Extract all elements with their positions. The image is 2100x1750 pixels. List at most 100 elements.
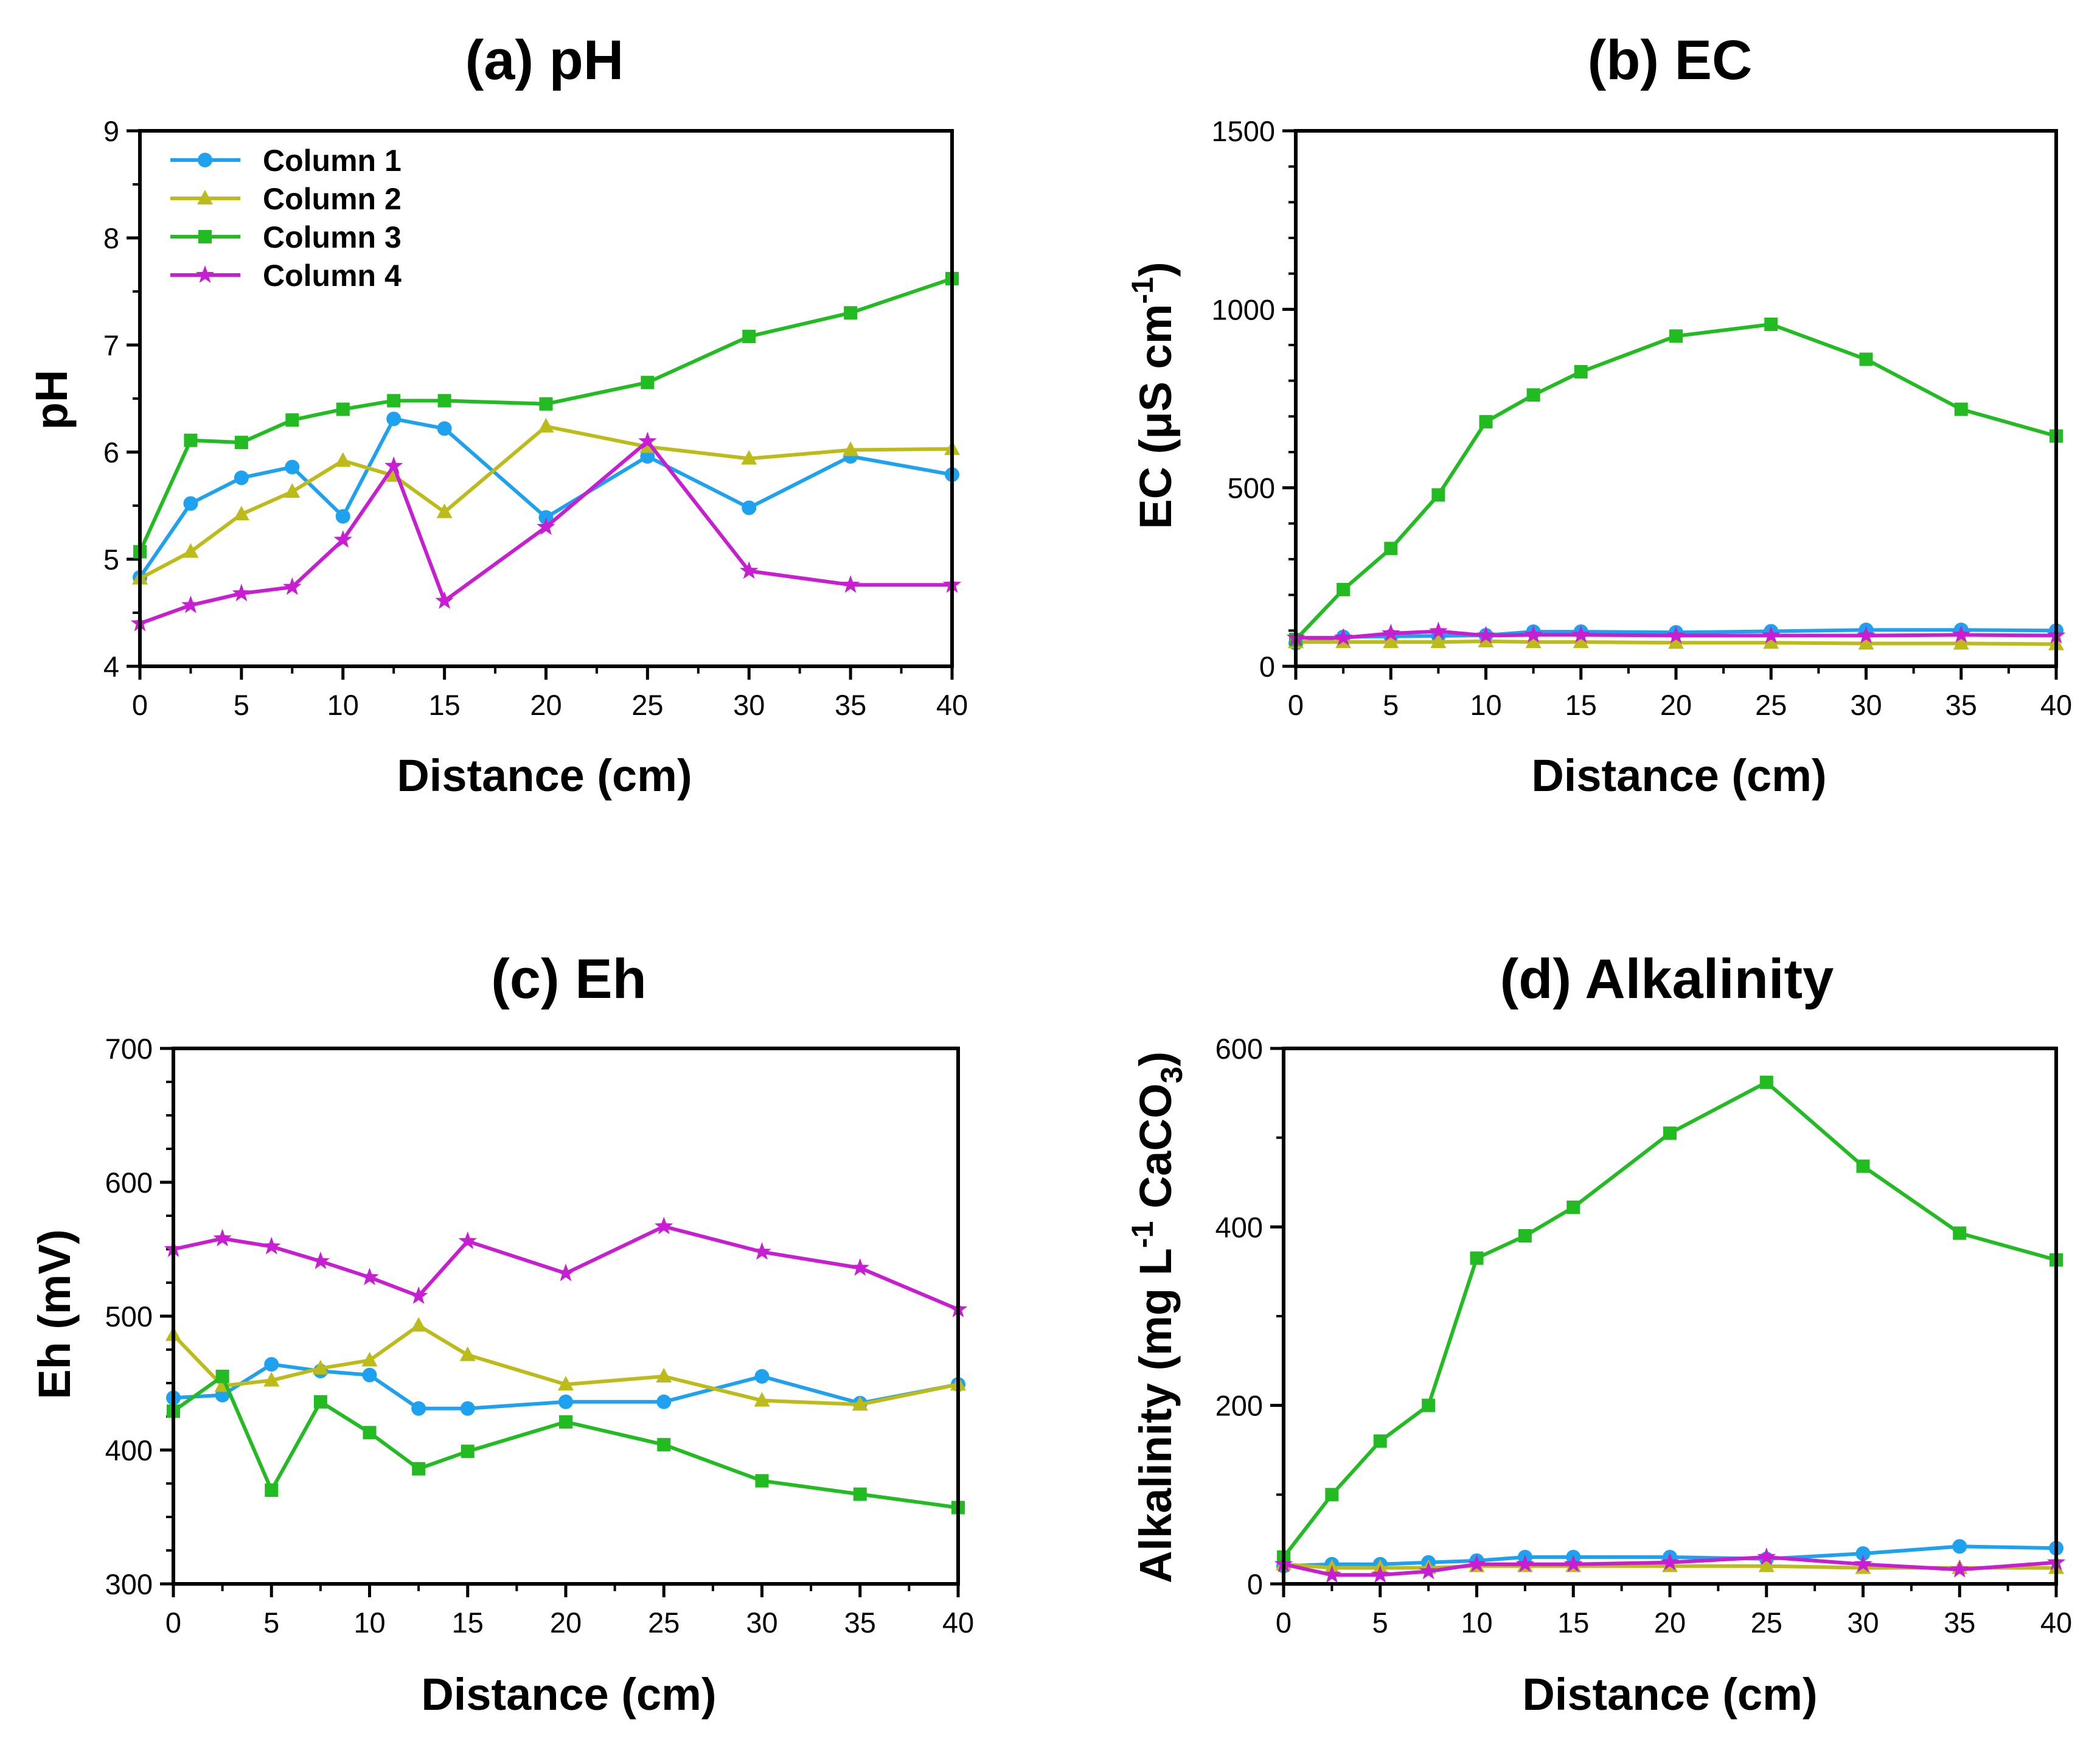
x-tick-label: 20 — [1660, 689, 1692, 721]
y-tick-label: 0 — [1259, 650, 1275, 683]
y-axis-label: Eh (mV) — [29, 1229, 80, 1400]
x-tick-label: 15 — [428, 689, 460, 721]
x-tick-label: 0 — [132, 689, 148, 721]
x-tick-label: 40 — [2040, 689, 2072, 721]
y-axis-label: EC (μS cm-1) — [1125, 262, 1181, 529]
legend-marker — [195, 265, 215, 283]
data-point-column4 — [360, 1267, 379, 1286]
data-point-column4 — [655, 1216, 673, 1235]
data-point-column1 — [386, 411, 402, 427]
data-point-column2 — [1430, 633, 1447, 649]
data-point-column3 — [1479, 415, 1493, 429]
y-axis-label: pH — [26, 370, 77, 430]
data-point-column2 — [233, 506, 249, 521]
x-tick-label: 20 — [1654, 1606, 1686, 1639]
data-point-column3 — [1384, 542, 1398, 556]
series-line-column3 — [1282, 1080, 2057, 1558]
data-point-column3 — [755, 1474, 769, 1488]
data-point-column4 — [1950, 1560, 1969, 1578]
data-point-column3 — [1669, 329, 1683, 343]
data-point-column2 — [1478, 632, 1494, 647]
data-point-column4 — [850, 1258, 869, 1276]
series-line-column4 — [173, 1224, 959, 1311]
data-point-column3 — [265, 1483, 279, 1497]
data-point-column3 — [412, 1462, 426, 1476]
y-tick-label: 500 — [1228, 472, 1275, 504]
panel-ph-chart: (a) pH Distance (cm) pH 0 5 10 15 20 25 30 35 40… — [26, 29, 968, 801]
data-point-column2 — [263, 1372, 280, 1387]
y-tick-label: 8 — [103, 222, 119, 254]
series-line-column4 — [1283, 1555, 2057, 1577]
x-tick-label: 20 — [530, 689, 562, 721]
data-point-column4 — [1476, 626, 1495, 644]
y-label-superscript: -1 — [1125, 1221, 1160, 1248]
x-tick-label: 35 — [844, 1606, 876, 1639]
legend-marker — [197, 190, 213, 204]
data-point-column4 — [1382, 624, 1400, 641]
x-tick-label: 5 — [263, 1606, 279, 1639]
chart-title: (d) Alkalinity — [1500, 948, 1834, 1010]
data-point-column3 — [1373, 1434, 1387, 1448]
legend-label: Column 4 — [263, 259, 402, 293]
data-point-column3 — [1953, 1226, 1967, 1240]
legend-label: Column 3 — [263, 220, 402, 254]
data-point-column4 — [1429, 621, 1448, 640]
data-point-column3 — [1431, 488, 1445, 502]
x-tick-label: 5 — [1372, 1606, 1388, 1639]
x-tick-label: 25 — [648, 1606, 680, 1639]
data-point-column3 — [234, 436, 248, 450]
data-point-column4 — [1660, 1552, 1680, 1570]
x-tick-label: 5 — [234, 689, 249, 721]
series-line-column2 — [1296, 639, 2057, 646]
data-point-column3 — [844, 306, 858, 320]
data-point-column2 — [558, 1376, 574, 1391]
data-point-column1 — [460, 1401, 475, 1416]
data-point-column4 — [384, 456, 403, 474]
y-tick-label: 1500 — [1211, 115, 1275, 147]
y-tick-label: 200 — [1215, 1390, 1263, 1422]
data-point-column2 — [1383, 633, 1399, 649]
y-label-mid: CaCO — [1130, 1083, 1181, 1221]
axis-ticks: 0 5 10 15 20 25 30 35 40 0 500 1000 1500 — [1211, 115, 2072, 721]
x-tick-label: 0 — [1276, 1606, 1292, 1639]
x-tick-label: 25 — [1751, 1606, 1782, 1639]
data-point-column4 — [311, 1251, 330, 1269]
data-point-column4 — [333, 530, 352, 548]
panel-eh-chart: (c) Eh Distance (cm) Eh (mV) 0 5 10 15 20 25 3… — [29, 948, 974, 1720]
data-point-column4 — [1571, 625, 1590, 643]
y-label-main: EC (μS cm — [1130, 304, 1181, 529]
x-axis-label: Distance (cm) — [1522, 1669, 1817, 1720]
data-point-column4 — [1854, 1554, 1872, 1572]
data-point-column2 — [1763, 634, 1779, 649]
data-point-column1 — [411, 1401, 426, 1416]
data-point-column4 — [1762, 626, 1781, 644]
x-tick-label: 0 — [1288, 689, 1304, 721]
plot-frame — [138, 129, 954, 668]
data-point-column1 — [437, 421, 452, 436]
legend-item: Column 2 — [170, 182, 402, 216]
data-point-column4 — [1524, 625, 1543, 643]
data-point-column3 — [1526, 388, 1540, 402]
y-label-subscript: 3 — [1155, 1067, 1189, 1084]
data-point-column1 — [1952, 1539, 1967, 1554]
x-tick-label: 30 — [746, 1606, 777, 1639]
legend-label: Column 1 — [263, 144, 402, 178]
data-point-column3 — [285, 413, 299, 427]
legend-item: Column 3 — [170, 220, 402, 254]
y-tick-label: 1000 — [1211, 293, 1275, 326]
x-tick-label: 40 — [942, 1606, 974, 1639]
series-line-column4 — [1296, 629, 2057, 640]
data-point-column1 — [1855, 1546, 1871, 1561]
data-point-column3 — [1759, 1075, 1773, 1089]
x-tick-label: 15 — [1565, 689, 1597, 721]
series-line-column3 — [138, 277, 953, 553]
x-tick-label: 10 — [353, 1606, 385, 1639]
data-point-column3 — [853, 1487, 867, 1501]
data-point-column3 — [1764, 317, 1778, 331]
data-point-column3 — [1663, 1126, 1677, 1140]
x-axis-label: Distance (cm) — [1531, 750, 1826, 801]
data-point-column4 — [1467, 1554, 1486, 1572]
data-point-column1 — [285, 459, 300, 475]
data-point-column1 — [264, 1357, 279, 1372]
